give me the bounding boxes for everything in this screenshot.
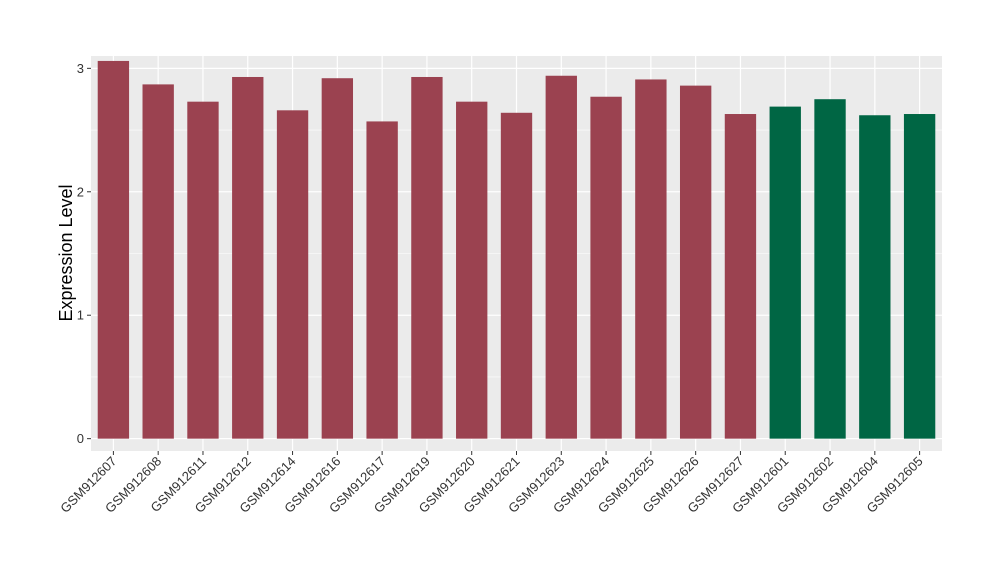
y-tick-label: 1 <box>77 308 84 323</box>
bar-GSM912623 <box>545 75 577 439</box>
bar-GSM912626 <box>679 85 712 439</box>
y-tick-label: 0 <box>77 431 84 446</box>
bar-GSM912616 <box>321 78 354 439</box>
bar-GSM912608 <box>142 84 174 439</box>
y-axis-title: Expression Level <box>56 184 76 321</box>
bar-GSM912605 <box>903 114 936 439</box>
bar-GSM912607 <box>97 60 130 439</box>
bar-GSM912625 <box>635 79 667 439</box>
bar-GSM912612 <box>232 76 264 439</box>
y-axis: 0 1 2 3 <box>77 61 91 446</box>
bar-GSM912614 <box>276 110 309 439</box>
bars <box>97 60 936 439</box>
bar-GSM912604 <box>859 115 891 439</box>
bar-GSM912621 <box>500 112 533 439</box>
bar-GSM912620 <box>456 101 488 439</box>
bar-GSM912611 <box>187 101 219 439</box>
y-tick-label: 3 <box>77 61 84 76</box>
bar-GSM912624 <box>590 96 622 439</box>
bar-GSM912619 <box>411 76 443 439</box>
y-tick-label: 2 <box>77 184 84 199</box>
bar-GSM912602 <box>814 99 846 439</box>
bar-GSM912601 <box>769 106 801 439</box>
bar-GSM912617 <box>366 121 398 439</box>
bar-GSM912627 <box>724 114 757 439</box>
